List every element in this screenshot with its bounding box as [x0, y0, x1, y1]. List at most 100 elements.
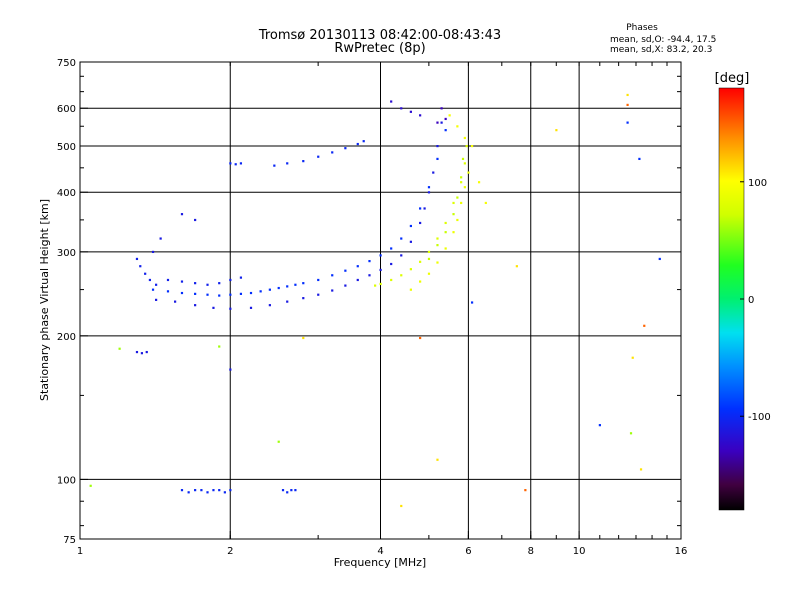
- echo-point-x: [452, 213, 455, 216]
- echo-point-x: [456, 196, 459, 199]
- stats-header: Phases: [626, 23, 658, 33]
- echo-point-x: [465, 144, 468, 148]
- x-tick-label: 4: [377, 546, 383, 557]
- echo-point-o: [331, 289, 334, 292]
- echo-point-o: [155, 283, 158, 286]
- echo-point-o: [436, 144, 439, 148]
- echo-point-o: [362, 140, 365, 143]
- x-tick-label: 6: [465, 546, 471, 557]
- echo-point-o: [427, 186, 431, 189]
- echo-point-x: [460, 181, 463, 184]
- colorbar-label: [deg]: [715, 71, 750, 86]
- echo-point-o: [400, 254, 403, 257]
- echo-point-o: [206, 283, 209, 286]
- colorbar-tick-label: 0: [748, 295, 754, 306]
- echo-point-x: [463, 162, 466, 165]
- stats-o-line: mean, sd,O: -94.4, 17.5: [610, 35, 716, 45]
- echo-point-o: [148, 278, 152, 282]
- echo-point-x: [436, 244, 439, 247]
- echo-point-x: [436, 237, 439, 240]
- echo-point-x: [626, 103, 629, 107]
- echo-point-o: [440, 121, 443, 124]
- colorbar-ticks: 100 0 -100: [740, 178, 771, 423]
- echo-point-o: [218, 294, 221, 297]
- echo-point-x: [626, 93, 629, 97]
- echo-point-x: [456, 125, 459, 128]
- echo-point-o: [206, 293, 209, 296]
- echo-point-o: [194, 292, 197, 295]
- echo-point-x: [444, 231, 447, 234]
- echo-point-x: [463, 186, 466, 189]
- echo-point-o: [273, 164, 276, 167]
- echo-point-x: [277, 440, 280, 443]
- echo-point-o: [419, 207, 422, 210]
- echo-point-o: [151, 288, 155, 291]
- echo-point-x: [555, 129, 558, 132]
- echo-point-o: [239, 162, 243, 165]
- echo-point-o: [379, 254, 382, 257]
- echo-point-o: [139, 265, 142, 268]
- echo-point-o: [368, 274, 371, 277]
- echo-point-o: [145, 350, 148, 354]
- echo-point-o: [212, 489, 215, 492]
- echo-point-x: [427, 250, 431, 254]
- echo-point-o: [277, 286, 280, 290]
- echo-point-o: [218, 282, 221, 285]
- echo-point-o: [234, 163, 237, 166]
- echo-point-o: [598, 424, 601, 427]
- echo-point-x: [118, 347, 121, 350]
- y-tick-label: 300: [57, 248, 76, 259]
- y-tick-label: 600: [57, 104, 76, 115]
- echo-point-o: [658, 257, 661, 261]
- y-tick-label: 200: [57, 332, 76, 343]
- echo-point-o: [159, 237, 162, 240]
- echo-point-x: [484, 201, 487, 205]
- echo-point-o: [331, 274, 334, 277]
- echo-point-x: [470, 144, 474, 148]
- echo-point-o: [344, 284, 347, 287]
- echo-point-x: [374, 284, 377, 287]
- echo-point-o: [436, 157, 439, 161]
- echo-point-o: [317, 293, 320, 296]
- echo-point-o: [344, 269, 347, 272]
- x-tick-label: 10: [573, 546, 586, 557]
- plot-grid: [80, 62, 681, 539]
- echo-point-o: [444, 117, 447, 121]
- y-tick-label: 75: [63, 535, 76, 546]
- echo-point-o: [286, 491, 289, 494]
- echo-point-o: [229, 162, 232, 165]
- data-points: [89, 93, 661, 508]
- echo-point-o: [259, 290, 262, 293]
- echo-point-x: [427, 257, 431, 261]
- echo-point-o: [379, 268, 382, 272]
- echo-point-o: [268, 288, 271, 291]
- echo-point-o: [344, 147, 347, 150]
- echo-point-o: [223, 491, 226, 494]
- echo-point-o: [249, 291, 253, 295]
- echo-point-o: [249, 306, 253, 309]
- echo-point-o: [229, 278, 232, 282]
- echo-point-o: [180, 280, 184, 283]
- echo-point-x: [427, 272, 431, 275]
- echo-point-o: [294, 283, 297, 286]
- chart-subtitle: RwPretec (8p): [334, 41, 425, 56]
- echo-point-o: [155, 298, 158, 301]
- echo-point-o: [206, 491, 209, 494]
- echo-point-o: [302, 297, 305, 300]
- echo-point-o: [135, 350, 139, 354]
- echo-point-o: [400, 237, 403, 240]
- echo-point-x: [436, 458, 439, 461]
- x-tick-label: 1: [77, 546, 83, 557]
- echo-point-o: [151, 250, 155, 254]
- echo-point-x: [452, 231, 455, 234]
- echo-point-o: [180, 291, 184, 295]
- echo-point-o: [194, 282, 197, 285]
- echo-point-o: [409, 110, 412, 113]
- echo-point-x: [448, 114, 451, 117]
- echo-point-o: [409, 240, 412, 243]
- axis-ticks: 1 2 4 6 8 10 16 75 100 200 300 400 500 600 750: [57, 58, 687, 557]
- echo-point-x: [629, 432, 633, 435]
- x-tick-label: 16: [675, 546, 688, 557]
- echo-point-x: [444, 247, 447, 250]
- echo-point-o: [239, 292, 243, 295]
